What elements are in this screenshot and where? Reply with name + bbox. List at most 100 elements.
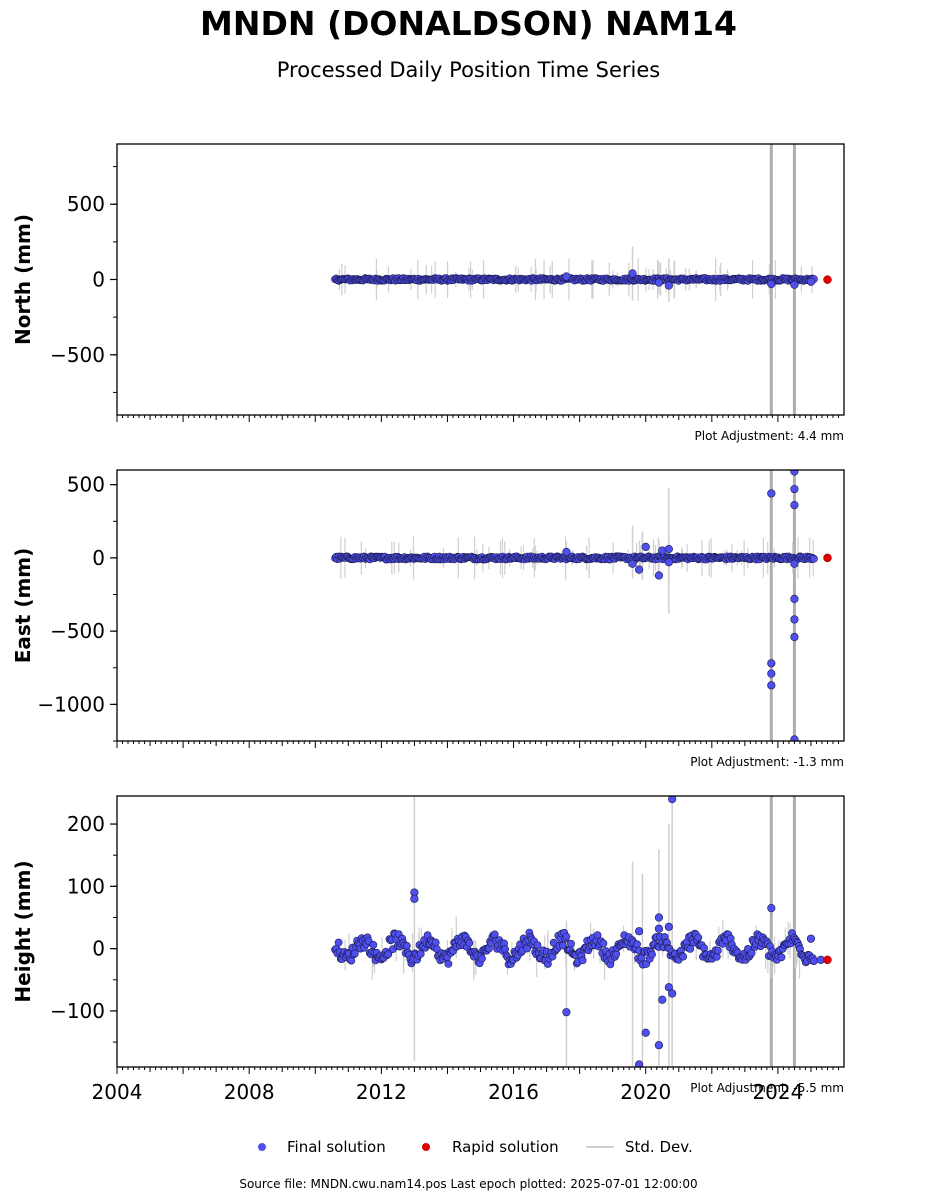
final-point-outlier	[767, 681, 776, 690]
y-tick-label: −100	[50, 999, 105, 1023]
final-point-outlier	[654, 913, 664, 922]
final-point	[810, 554, 818, 563]
y-tick-label: 0	[92, 937, 105, 961]
rapid-point	[823, 955, 832, 965]
x-tick-label: 2012	[356, 1080, 407, 1104]
y-axis-label: East (mm)	[11, 548, 35, 664]
final-point	[444, 960, 453, 968]
final-point-outlier	[790, 484, 799, 494]
final-point-outlier	[658, 546, 667, 555]
final-point	[714, 946, 722, 955]
final-point	[431, 938, 440, 947]
legend-rapid-marker	[422, 1143, 430, 1151]
final-point-outlier	[664, 558, 673, 567]
final-point-outlier	[664, 922, 673, 931]
final-point-outlier	[767, 489, 776, 498]
final-point	[369, 941, 378, 949]
y-tick-label: −500	[50, 619, 105, 643]
final-point-outlier	[658, 995, 667, 1004]
y-tick-label: −1000	[37, 692, 105, 716]
x-tick-label: 2016	[488, 1080, 539, 1104]
panels-group: 500 0 −500 North (mm) Plot Adjustment: 4.4 m…	[11, 143, 845, 1104]
final-point-outlier	[806, 277, 816, 286]
final-point	[747, 949, 756, 957]
final-point	[612, 950, 621, 959]
final-point-outlier	[654, 924, 664, 933]
x-tick-label: 2004	[92, 1080, 143, 1104]
final-point-outlier	[790, 594, 799, 604]
y-tick-label: 200	[67, 812, 105, 836]
final-point	[465, 939, 474, 947]
source-footnote: Source file: MNDN.cwu.nam14.pos Last epo…	[239, 1177, 698, 1191]
final-solution-points	[331, 928, 818, 969]
final-point-outlier	[790, 559, 799, 568]
x-tick-label: 2008	[224, 1080, 275, 1104]
final-point-outlier	[628, 269, 637, 278]
panel-1: 500 0 −500 North (mm) Plot Adjustment: 4.4 m…	[11, 143, 845, 443]
final-point-outlier	[635, 927, 644, 936]
final-point-outlier	[664, 281, 673, 290]
final-point	[599, 939, 608, 948]
final-point	[416, 950, 425, 958]
final-point-outlier	[654, 571, 664, 580]
panel-plot-area	[331, 796, 832, 1067]
chart-subtitle: Processed Daily Position Time Series	[276, 58, 661, 82]
final-point	[402, 942, 411, 950]
final-point	[679, 952, 688, 961]
final-point-outlier	[654, 278, 664, 287]
final-solution-points	[331, 552, 818, 564]
rapid-point	[823, 553, 832, 563]
legend-rapid-label: Rapid solution	[452, 1138, 559, 1156]
final-point	[648, 950, 656, 959]
y-axis-label: Height (mm)	[11, 860, 35, 1002]
final-point-outlier	[790, 632, 799, 642]
final-point-outlier	[767, 669, 776, 678]
panel-plot-area	[331, 144, 832, 415]
final-point-outlier	[806, 934, 816, 943]
final-point-outlier	[562, 272, 571, 281]
final-point	[350, 949, 359, 958]
final-point-outlier	[790, 735, 799, 741]
final-point-outlier	[654, 1041, 664, 1050]
final-point-outlier	[562, 547, 571, 557]
final-point	[559, 941, 567, 950]
final-point-outlier	[562, 1008, 571, 1017]
x-tick-label: 2024	[752, 1080, 803, 1104]
final-point-outlier	[790, 501, 799, 510]
final-point	[593, 931, 602, 939]
plot-adjustment-note: Plot Adjustment: 4.4 mm	[695, 429, 844, 443]
y-tick-label: 500	[67, 473, 105, 497]
final-point-outlier	[635, 1060, 644, 1067]
final-solution-points	[331, 274, 818, 285]
final-point-outlier	[641, 1028, 650, 1037]
rapid-point	[823, 275, 832, 284]
final-point	[533, 941, 542, 949]
final-point	[694, 933, 703, 942]
final-point	[334, 938, 343, 947]
panel-frame	[116, 469, 845, 742]
final-point-outlier	[410, 894, 419, 903]
panel-2: 500 0 −500 −1000 East (mm) Plot Adjustment: -…	[11, 469, 845, 769]
y-axis-label: North (mm)	[11, 214, 35, 345]
legend-final-marker	[258, 1143, 266, 1151]
final-point-outlier	[790, 615, 799, 624]
final-point	[810, 957, 818, 965]
legend: Final solution Rapid solution Std. Dev.	[258, 1138, 693, 1156]
y-tick-label: −500	[50, 343, 105, 367]
final-point	[478, 954, 486, 963]
final-point	[578, 956, 587, 965]
final-point	[567, 939, 575, 948]
final-point	[562, 932, 571, 941]
final-point-outlier	[767, 659, 776, 668]
final-point-outlier	[664, 983, 673, 992]
final-point-outlier	[664, 545, 673, 554]
final-point-outlier	[767, 904, 776, 913]
final-point	[523, 944, 531, 953]
final-point-outlier	[641, 542, 650, 552]
y-tick-label: 500	[67, 192, 105, 216]
final-point-outlier	[790, 280, 799, 289]
legend-final-label: Final solution	[287, 1138, 386, 1156]
final-point-outlier	[767, 279, 776, 289]
plot-adjustment-note: Plot Adjustment: -5.5 mm	[690, 1081, 844, 1095]
